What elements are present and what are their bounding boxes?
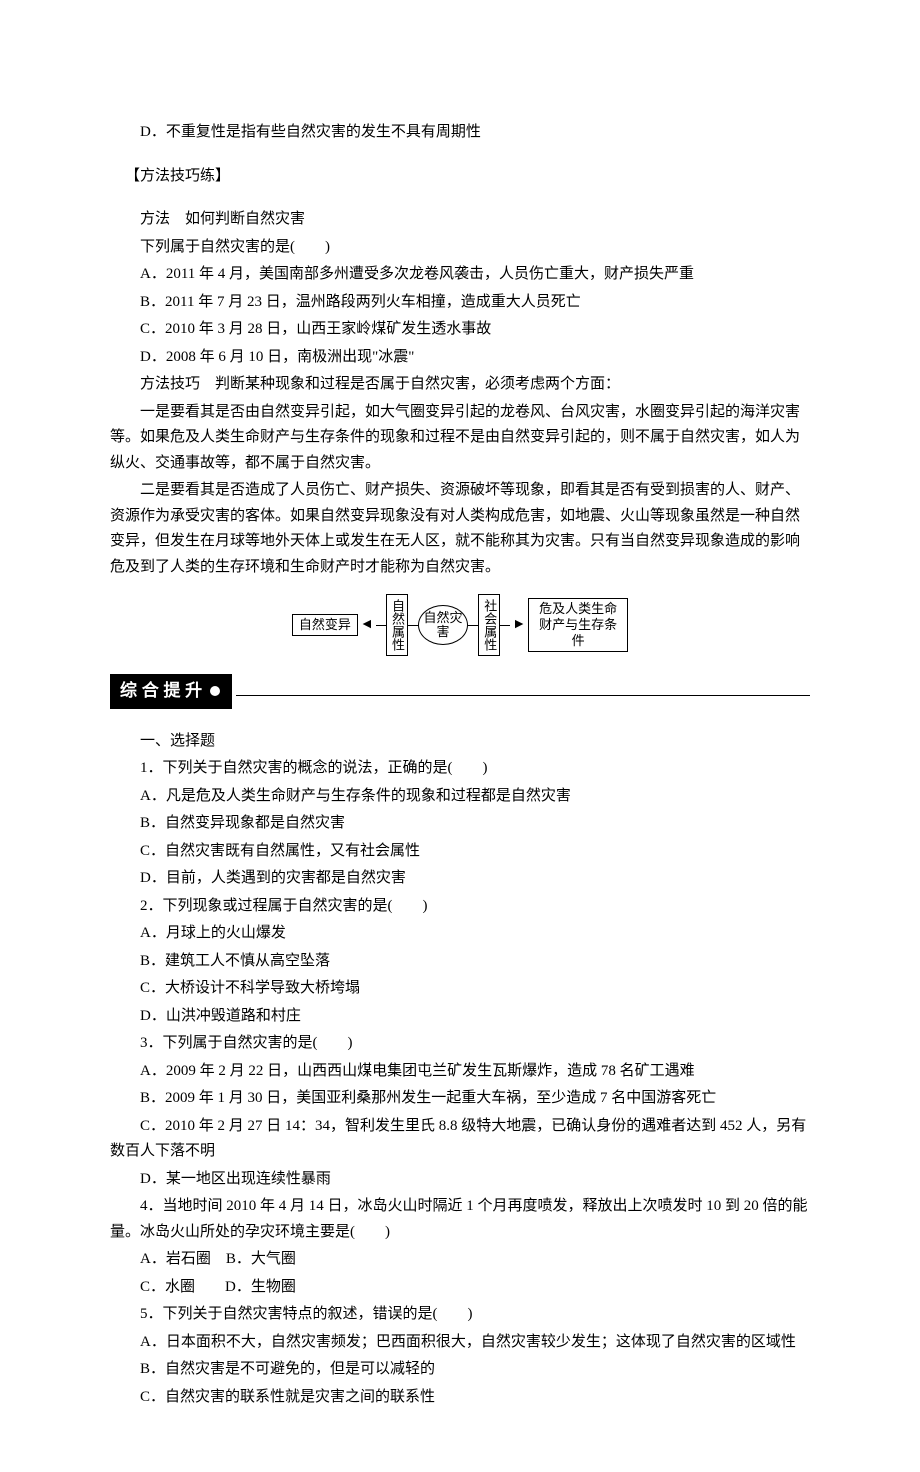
method-paragraph-1: 一是要看其是否由自然变异引起，如大气圈变异引起的龙卷风、台风灾害，水圈变异引起的… xyxy=(110,400,810,477)
section-label-text: 综 合 提 升 xyxy=(120,677,202,706)
q3-opt-c: C．2010 年 2 月 27 日 14：34，智利发生里氏 8.8 级特大地震… xyxy=(110,1114,810,1165)
q1-opt-a: A．凡是危及人类生命财产与生存条件的现象和过程都是自然灾害 xyxy=(110,784,810,810)
q1-opt-b: B．自然变异现象都是自然灾害 xyxy=(110,811,810,837)
q2-opt-d: D．山洪冲毁道路和村庄 xyxy=(110,1004,810,1030)
q2-opt-c: C．大桥设计不科学导致大桥垮塌 xyxy=(110,976,810,1002)
diagram-ellipse-label: 自然灾害 xyxy=(419,611,467,640)
q3-opt-a: A．2009 年 2 月 22 日，山西西山煤电集团屯兰矿发生瓦斯爆炸，造成 7… xyxy=(110,1059,810,1085)
q4-opt-cd: C．水圈 D．生物圈 xyxy=(110,1275,810,1301)
method-opt-a: A．2011 年 4 月，美国南部多州遭受多次龙卷风袭击，人员伤亡重大，财产损失… xyxy=(110,262,810,288)
q2-opt-a: A．月球上的火山爆发 xyxy=(110,921,810,947)
q1: 1．下列关于自然灾害的概念的说法，正确的是( ) xyxy=(110,756,810,782)
section-header-row: 综 合 提 升 xyxy=(110,674,810,717)
method-paragraph-2: 二是要看其是否造成了人员伤亡、财产损失、资源破坏等现象，即看其是否有受到损害的人… xyxy=(110,478,810,580)
diagram-box-social-attr: 社会属性 xyxy=(478,594,500,656)
method-header: 【方法技巧练】 xyxy=(110,164,810,190)
diagram-line xyxy=(376,625,386,626)
method-question: 下列属于自然灾害的是( ) xyxy=(110,235,810,261)
q2: 2．下列现象或过程属于自然灾害的是( ) xyxy=(110,894,810,920)
diagram-ellipse-disaster: 自然灾害 xyxy=(418,605,468,645)
q2-opt-b: B．建筑工人不慎从高空坠落 xyxy=(110,949,810,975)
q1-opt-c: C．自然灾害既有自然属性，又有社会属性 xyxy=(110,839,810,865)
q3-opt-d: D．某一地区出现连续性暴雨 xyxy=(110,1167,810,1193)
section-label: 综 合 提 升 xyxy=(110,674,232,709)
diagram-box-natural-attr: 自然属性 xyxy=(386,594,408,656)
diagram-line xyxy=(500,625,510,626)
section-rule xyxy=(236,695,810,696)
method-tip-lead: 方法技巧 判断某种现象和过程是否属于自然灾害，必须考虑两个方面： xyxy=(110,372,810,398)
q3: 3．下列属于自然灾害的是( ) xyxy=(110,1031,810,1057)
section-dot-icon xyxy=(210,686,220,696)
method-opt-d: D．2008 年 6 月 10 日，南极洲出现"冰震" xyxy=(110,345,810,371)
method-opt-b: B．2011 年 7 月 23 日，温州路段两列火车相撞，造成重大人员死亡 xyxy=(110,290,810,316)
method-opt-c: C．2010 年 3 月 28 日，山西王家岭煤矿发生透水事故 xyxy=(110,317,810,343)
q5-opt-c: C．自然灾害的联系性就是灾害之间的联系性 xyxy=(110,1385,810,1411)
diagram-box-endanger: 危及人类生命财产与生存条件 xyxy=(528,598,628,653)
q5-opt-b: B．自然灾害是不可避免的，但是可以减轻的 xyxy=(110,1357,810,1383)
method-title: 方法 如何判断自然灾害 xyxy=(110,207,810,233)
diagram-arrow-left: ◄ xyxy=(358,613,376,637)
q1-opt-d: D．目前，人类遇到的灾害都是自然灾害 xyxy=(110,866,810,892)
q5: 5．下列关于自然灾害特点的叙述，错误的是( ) xyxy=(110,1302,810,1328)
concept-diagram: 自然变异 ◄ 自然属性 自然灾害 社会属性 ► 危及人类生命财产与生存条件 xyxy=(110,594,810,656)
diagram-box-natural-variation: 自然变异 xyxy=(292,614,358,636)
diagram-arrow-right: ► xyxy=(510,613,528,637)
section-1-title: 一、选择题 xyxy=(110,729,810,755)
diagram-line xyxy=(468,625,478,626)
q4-opt-ab: A．岩石圈 B．大气圈 xyxy=(110,1247,810,1273)
diagram-line xyxy=(408,625,418,626)
q3-opt-b: B．2009 年 1 月 30 日，美国亚利桑那州发生一起重大车祸，至少造成 7… xyxy=(110,1086,810,1112)
top-option-line: D．不重复性是指有些自然灾害的发生不具有周期性 xyxy=(110,120,810,146)
q5-opt-a: A．日本面积不大，自然灾害频发；巴西面积很大，自然灾害较少发生；这体现了自然灾害… xyxy=(110,1330,810,1356)
q4: 4．当地时间 2010 年 4 月 14 日，冰岛火山时隔近 1 个月再度喷发，… xyxy=(110,1194,810,1245)
